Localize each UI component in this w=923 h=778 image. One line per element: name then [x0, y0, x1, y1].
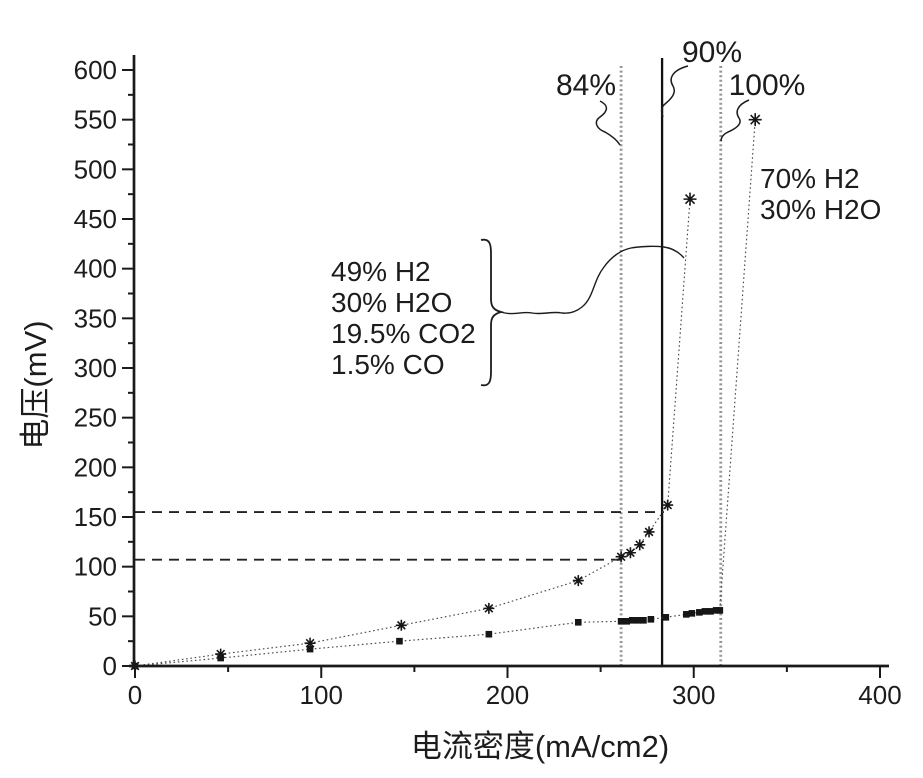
dashed-guide-lines — [135, 511, 664, 561]
gas-mix-49-line: 19.5% CO2 — [331, 318, 476, 349]
x-ticks: 0 100 200 300 400 — [128, 666, 902, 710]
square-marker — [662, 614, 670, 621]
y-tick-label: 200 — [74, 452, 117, 482]
x-tick-label: 300 — [672, 680, 715, 710]
y-tick-label: 500 — [74, 154, 117, 184]
square-marker — [396, 637, 403, 645]
square-marker — [217, 654, 224, 662]
series-49pct-h2 — [129, 192, 697, 672]
gas-mix-49-line: 30% H2O — [331, 287, 452, 318]
gas-mix-70-line: 70% H2 — [760, 163, 860, 194]
asterisk-marker — [304, 637, 316, 649]
gas-mix-70-line: 30% H2O — [760, 194, 881, 225]
annotation-leader-wavy — [500, 245, 685, 315]
asterisk-marker — [662, 499, 674, 511]
asterisk-marker — [748, 113, 762, 127]
square-marker — [696, 609, 703, 616]
square-marker — [712, 607, 720, 614]
utilization-leader-84% — [595, 100, 621, 146]
asterisk-marker — [615, 551, 627, 563]
reference-lines-vertical — [619, 58, 723, 665]
square-marker — [716, 607, 724, 614]
series-70pct-h2 — [131, 113, 762, 670]
utilization-labels: 84% 90%100% — [556, 36, 806, 146]
utilization-label-100%: 100% — [729, 69, 806, 102]
square-marker — [634, 617, 642, 624]
y-tick-label: 0 — [103, 651, 117, 681]
x-tick-label: 200 — [486, 680, 529, 710]
square-marker — [640, 617, 647, 624]
asterisk-marker — [215, 648, 227, 660]
asterisk-marker — [395, 619, 407, 631]
square-marker — [683, 611, 690, 618]
y-tick-label: 150 — [74, 502, 117, 532]
square-marker — [574, 618, 582, 626]
y-ticks: 0 50 100 150 200 250 300 350 400 450 500 550 600 — [74, 55, 134, 681]
x-tick-label: 400 — [858, 680, 901, 710]
utilization-label-84%: 84% — [556, 69, 616, 102]
axes — [129, 55, 889, 668]
asterisk-marker — [624, 547, 636, 559]
utilization-leader-100% — [720, 99, 750, 142]
y-tick-label: 100 — [74, 552, 117, 582]
utilization-label-90%: 90% — [682, 36, 742, 69]
y-tick-label: 600 — [74, 55, 117, 85]
y-tick-label: 550 — [74, 105, 117, 135]
asterisk-marker — [643, 526, 655, 538]
square-marker — [306, 645, 314, 653]
asterisk-marker — [634, 539, 646, 551]
gas-mix-49-line: 1.5% CO — [331, 349, 445, 380]
square-marker — [647, 616, 655, 623]
gas-mix-49-line: 49% H2 — [331, 256, 431, 287]
x-tick-label: 0 — [128, 680, 142, 710]
square-marker — [617, 618, 625, 625]
utilization-leader-90% — [660, 65, 689, 118]
asterisk-marker — [483, 602, 495, 614]
square-marker — [485, 630, 493, 638]
square-marker — [701, 608, 709, 615]
x-tick-label: 100 — [300, 680, 343, 710]
square-marker — [688, 610, 696, 617]
x-axis-title: 电流密度(mA/cm2) — [411, 729, 669, 764]
y-tick-label: 450 — [74, 204, 117, 234]
y-tick-label: 350 — [74, 303, 117, 333]
square-marker — [707, 608, 714, 615]
y-tick-label: 400 — [74, 254, 117, 284]
y-axis-title: 电压(mV) — [18, 320, 53, 449]
square-marker — [628, 617, 636, 624]
asterisk-marker — [683, 192, 697, 206]
y-tick-label: 50 — [88, 601, 117, 631]
y-tick-label: 250 — [74, 403, 117, 433]
y-tick-label: 300 — [74, 353, 117, 383]
asterisk-marker — [572, 575, 584, 587]
square-marker — [623, 618, 630, 625]
